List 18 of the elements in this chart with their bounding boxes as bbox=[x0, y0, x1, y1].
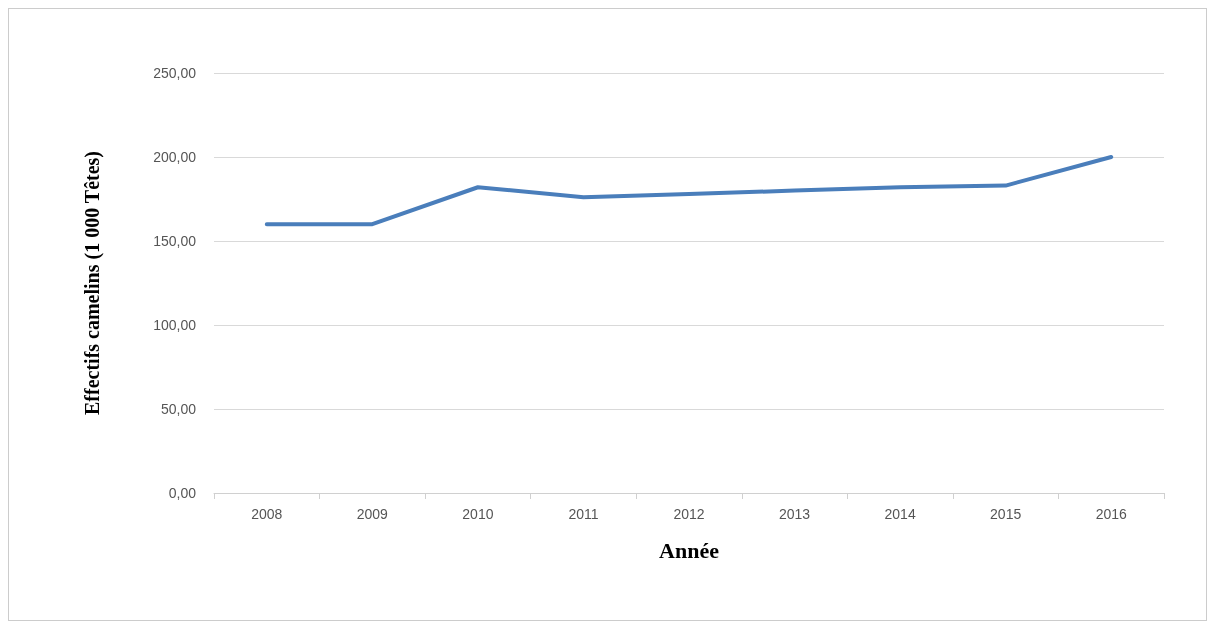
x-tick-label: 2012 bbox=[673, 506, 705, 522]
x-tick-label: 2015 bbox=[990, 506, 1022, 522]
line-series bbox=[264, 155, 1114, 227]
x-tick-label: 2009 bbox=[356, 506, 389, 522]
y-tick-label: 200,00 bbox=[153, 149, 197, 165]
x-tick-label: 2016 bbox=[1095, 506, 1127, 522]
y-tick-label: 100,00 bbox=[153, 317, 197, 333]
x-tick-label: 2011 bbox=[568, 506, 599, 522]
x-tick-label: 2013 bbox=[778, 506, 811, 522]
x-tick-label: 2014 bbox=[884, 506, 916, 522]
x-axis-title: Année bbox=[659, 537, 720, 563]
x-tick-label: 2010 bbox=[462, 506, 494, 522]
x-tick-label: 2008 bbox=[251, 506, 283, 522]
y-tick-label: 50,00 bbox=[160, 401, 197, 417]
y-tick-label: 250,00 bbox=[153, 65, 197, 81]
y-axis-title: Effectifs camelins (1 000 Têtes) bbox=[81, 150, 104, 416]
y-tick-label: 0,00 bbox=[168, 485, 197, 501]
y-tick-label: 150,00 bbox=[153, 233, 197, 249]
